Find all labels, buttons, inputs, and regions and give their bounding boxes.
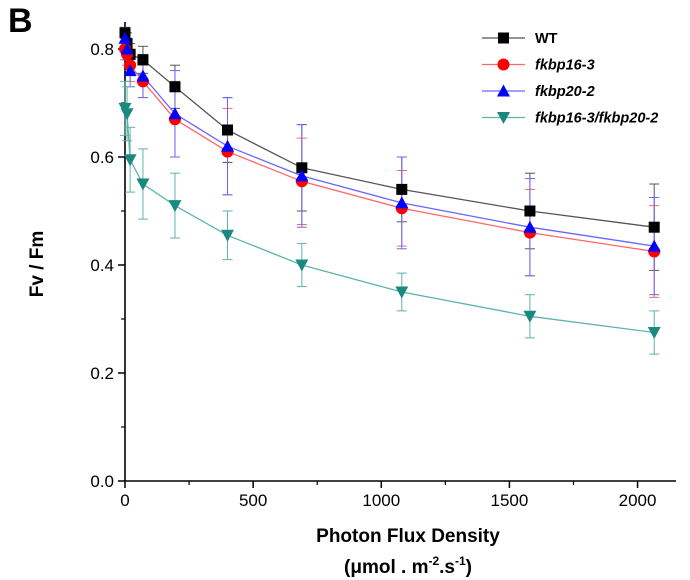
x-tick-label: 1000 bbox=[362, 491, 400, 510]
legend-label: fkbp16-3/fkbp20-2 bbox=[535, 111, 658, 127]
data-point bbox=[396, 183, 408, 195]
data-point bbox=[221, 139, 235, 152]
data-point bbox=[169, 81, 181, 93]
data-point bbox=[221, 229, 235, 242]
legend-label: WT bbox=[535, 31, 558, 47]
series-line-3 bbox=[124, 108, 655, 334]
legend-marker bbox=[498, 32, 509, 44]
data-point bbox=[523, 310, 537, 323]
data-point bbox=[395, 196, 409, 209]
y-tick-label: 0.6 bbox=[90, 148, 114, 167]
data-point bbox=[168, 200, 182, 213]
panel-label: B bbox=[8, 2, 33, 40]
data-point bbox=[123, 64, 137, 77]
data-point bbox=[296, 162, 308, 174]
legend-marker bbox=[497, 84, 510, 97]
data-point bbox=[523, 220, 537, 233]
legend-marker bbox=[497, 112, 510, 124]
y-tick-label: 0.4 bbox=[90, 256, 114, 275]
data-point bbox=[222, 124, 234, 136]
data-point bbox=[648, 221, 660, 233]
data-point bbox=[295, 169, 309, 182]
data-point bbox=[168, 107, 182, 120]
data-point bbox=[123, 154, 137, 167]
data-point bbox=[395, 286, 409, 299]
series-lines bbox=[124, 32, 655, 334]
y-axis-title: Fv / Fm bbox=[27, 231, 48, 298]
x-tick-label: 0 bbox=[120, 491, 129, 510]
data-point bbox=[136, 69, 150, 82]
data-point bbox=[118, 31, 132, 44]
x-tick-label: 2000 bbox=[619, 491, 657, 510]
legend-label: fkbp16-3 bbox=[535, 58, 595, 74]
axes: 0.0 0.2 0.4 0.6 0.8 0 500 1000 1500 2000 bbox=[90, 22, 676, 510]
y-tick-label: 0.0 bbox=[90, 472, 114, 491]
x-tick-label: 1500 bbox=[491, 491, 529, 510]
data-point bbox=[136, 178, 150, 191]
x-axis-units: (μmol . m-2.s-1) bbox=[344, 554, 472, 578]
data-point bbox=[647, 327, 661, 339]
data-point bbox=[120, 42, 134, 55]
series-markers bbox=[118, 27, 661, 339]
data-point bbox=[120, 108, 134, 121]
y-tick-label: 0.8 bbox=[90, 40, 114, 59]
legend-label: fkbp20-2 bbox=[535, 84, 595, 100]
legend-marker bbox=[497, 58, 510, 71]
data-point bbox=[137, 54, 149, 66]
y-tick-label: 0.2 bbox=[90, 364, 114, 383]
legend: WT fkbp16-3 fkbp20-2 fkbp16-3/fkbp20-2 bbox=[482, 31, 658, 127]
error-bars bbox=[120, 26, 660, 355]
series-line-1 bbox=[124, 48, 655, 253]
data-point bbox=[524, 205, 536, 217]
x-axis-title: Photon Flux Density bbox=[316, 526, 500, 547]
data-point bbox=[295, 259, 309, 272]
data-point bbox=[647, 239, 661, 252]
x-tick-label: 500 bbox=[239, 491, 267, 510]
